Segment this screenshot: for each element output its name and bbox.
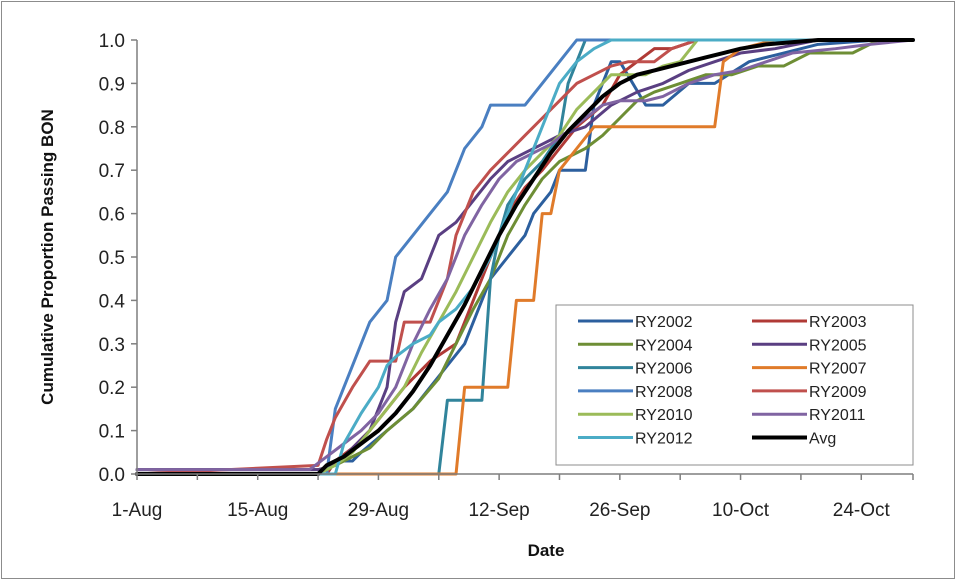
series-line-ry2006 (135, 38, 915, 476)
legend-label-ry2005: RY2005 (809, 337, 867, 354)
y-tick-label: 0.9 (99, 74, 125, 95)
y-tick-label: 0.1 (99, 422, 125, 443)
x-axis-title: Date (528, 541, 565, 560)
x-tick-label: 12-Sep (468, 500, 529, 521)
series-line-ry2004 (135, 38, 915, 472)
legend: RY2002 RY2003 RY2004 RY2005 RY2006 RY2007 RY20… (555, 304, 914, 466)
legend-label-ry2012: RY2012 (635, 431, 693, 448)
x-tick-label: 10-Oct (712, 500, 770, 521)
series-line-ry2010 (135, 38, 915, 476)
series-line-ry2007 (135, 38, 915, 476)
series-layer (135, 38, 915, 476)
x-tick-label: 26-Sep (589, 500, 650, 521)
series-line-ry2011 (135, 38, 915, 472)
x-tick-label: 24-Oct (833, 500, 891, 521)
x-tick-label: 29-Aug (348, 500, 409, 521)
legend-label-ry2009: RY2009 (809, 384, 867, 401)
legend-label-ry2008: RY2008 (635, 384, 693, 401)
series-line-ry2009 (135, 38, 915, 476)
legend-label-ry2002: RY2002 (635, 314, 693, 331)
x-tick-label: 1-Aug (112, 500, 163, 521)
axes-layer: 0.0 0.1 0.2 0.3 0.4 0.5 0.6 0.7 0.8 0.9 1.0 1-Aug 15… (99, 31, 914, 521)
y-tick-label: 0.0 (99, 465, 125, 486)
y-tick-label: 0.4 (99, 291, 126, 312)
series-line-avg (135, 38, 915, 476)
legend-label-ry2007: RY2007 (809, 361, 867, 378)
y-tick-label: 0.3 (99, 335, 125, 356)
y-tick-label: 0.8 (99, 118, 125, 139)
y-tick-label: 1.0 (99, 31, 125, 52)
series-line-ry2012 (135, 38, 915, 476)
legend-label-ry2004: RY2004 (635, 337, 693, 354)
legend-label-ry2006: RY2006 (635, 361, 693, 378)
y-axis-title: Cumulative Proportion Passing BON (38, 109, 57, 405)
legend-label-avg: Avg (809, 431, 836, 448)
x-tick-label: 15-Aug (227, 500, 288, 521)
y-tick-label: 0.2 (99, 378, 125, 399)
legend-label-ry2010: RY2010 (635, 407, 693, 424)
y-tick-label: 0.5 (99, 248, 125, 269)
y-tick-label: 0.6 (99, 205, 125, 226)
y-tick-label: 0.7 (99, 161, 125, 182)
series-line-ry2008 (135, 38, 915, 476)
legend-label-ry2011: RY2011 (809, 407, 865, 424)
legend-label-ry2003: RY2003 (809, 314, 867, 331)
